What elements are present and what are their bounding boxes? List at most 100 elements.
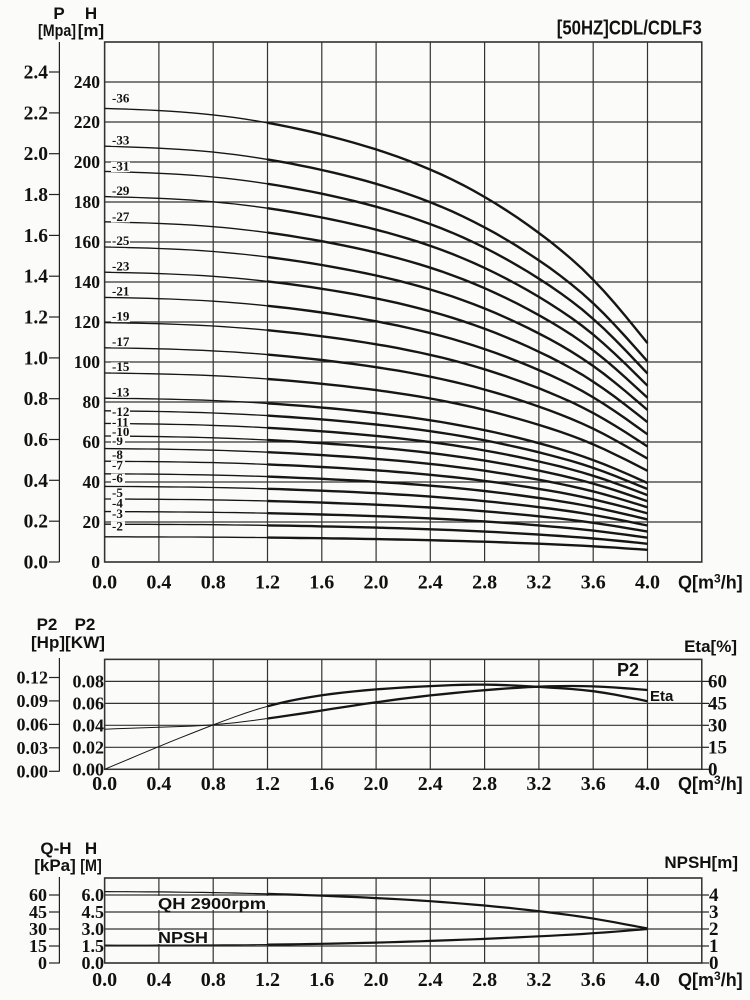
- svg-text:0.0: 0.0: [92, 572, 117, 594]
- svg-text:-5: -5: [112, 485, 123, 500]
- svg-text:1.0: 1.0: [24, 348, 48, 369]
- svg-text:3.6: 3.6: [581, 773, 606, 795]
- svg-text:40: 40: [83, 472, 101, 492]
- svg-text:3.6: 3.6: [581, 572, 606, 594]
- svg-text:0.8: 0.8: [201, 572, 226, 594]
- svg-text:-23: -23: [112, 258, 130, 273]
- svg-text:30: 30: [29, 919, 47, 939]
- svg-text:0.0: 0.0: [24, 553, 48, 574]
- svg-text:45: 45: [29, 902, 47, 922]
- svg-text:-17: -17: [112, 334, 130, 349]
- svg-text:-19: -19: [112, 309, 130, 324]
- svg-text:240: 240: [74, 72, 101, 92]
- svg-text:[kPa]: [kPa]: [34, 856, 76, 875]
- svg-text:0.02: 0.02: [73, 737, 105, 757]
- svg-text:0.0: 0.0: [92, 773, 117, 795]
- svg-text:2.0: 2.0: [364, 572, 389, 594]
- svg-text:0.4: 0.4: [24, 471, 49, 492]
- svg-text:-36: -36: [112, 91, 130, 106]
- svg-text:2.8: 2.8: [472, 572, 497, 594]
- svg-text:0: 0: [708, 759, 718, 780]
- svg-text:-7: -7: [112, 458, 123, 473]
- svg-text:45: 45: [708, 693, 727, 714]
- svg-text:0.8: 0.8: [201, 773, 226, 795]
- svg-text:0.03: 0.03: [17, 738, 49, 758]
- svg-text:[M]: [M]: [80, 856, 102, 875]
- svg-text:2.4: 2.4: [418, 773, 443, 795]
- svg-text:0.4: 0.4: [146, 773, 171, 795]
- svg-text:60: 60: [83, 432, 101, 452]
- svg-text:15: 15: [29, 936, 47, 956]
- svg-text:15: 15: [708, 737, 727, 758]
- svg-text:4.5: 4.5: [82, 902, 105, 922]
- svg-text:-8: -8: [112, 447, 123, 462]
- svg-text:1.5: 1.5: [82, 936, 105, 956]
- svg-text:-33: -33: [112, 132, 130, 147]
- svg-text:3.0: 3.0: [82, 919, 105, 939]
- svg-text:-3: -3: [112, 506, 123, 521]
- svg-text:1.6: 1.6: [24, 226, 49, 247]
- svg-text:-25: -25: [112, 233, 130, 248]
- svg-text:0.4: 0.4: [146, 572, 171, 594]
- svg-text:0: 0: [38, 953, 47, 973]
- svg-text:Q[m3/h]: Q[m3/h]: [678, 969, 743, 990]
- svg-text:30: 30: [708, 715, 727, 736]
- svg-text:-4: -4: [112, 495, 123, 510]
- svg-text:220: 220: [74, 112, 101, 132]
- svg-text:0.09: 0.09: [17, 691, 49, 711]
- svg-text:-15: -15: [112, 359, 130, 374]
- svg-text:2.4: 2.4: [418, 969, 443, 991]
- svg-text:3.2: 3.2: [526, 969, 551, 991]
- svg-text:P2: P2: [617, 660, 639, 680]
- svg-text:3: 3: [709, 902, 719, 923]
- svg-text:4.0: 4.0: [635, 969, 660, 991]
- svg-text:60: 60: [29, 885, 47, 905]
- svg-text:0.0: 0.0: [82, 953, 105, 973]
- svg-text:Q-H: Q-H: [40, 839, 71, 858]
- svg-text:[Mpa]: [Mpa]: [38, 21, 76, 40]
- svg-text:120: 120: [74, 312, 101, 332]
- svg-text:-21: -21: [112, 284, 129, 299]
- svg-text:4.0: 4.0: [635, 572, 660, 594]
- svg-text:-31: -31: [112, 159, 129, 174]
- svg-text:-6: -6: [112, 470, 123, 485]
- svg-text:P2: P2: [37, 615, 58, 634]
- svg-text:2.0: 2.0: [364, 969, 389, 991]
- svg-text:Eta: Eta: [650, 688, 674, 705]
- svg-text:Q[m3/h]: Q[m3/h]: [678, 572, 743, 593]
- svg-text:P: P: [53, 4, 64, 23]
- svg-text:1.2: 1.2: [255, 773, 280, 795]
- svg-text:[50HZ]CDL/CDLF3: [50HZ]CDL/CDLF3: [557, 18, 702, 40]
- svg-text:0.6: 0.6: [24, 430, 49, 451]
- svg-text:0.08: 0.08: [73, 671, 105, 691]
- svg-text:-13: -13: [112, 384, 130, 399]
- svg-text:1.2: 1.2: [255, 572, 280, 594]
- svg-text:1.2: 1.2: [24, 308, 48, 329]
- svg-text:80: 80: [83, 392, 101, 412]
- svg-text:0: 0: [709, 953, 719, 974]
- svg-text:0.12: 0.12: [17, 668, 49, 688]
- svg-text:1.6: 1.6: [309, 572, 334, 594]
- svg-text:140: 140: [74, 272, 101, 292]
- svg-text:2.0: 2.0: [364, 773, 389, 795]
- svg-text:2: 2: [709, 919, 719, 940]
- svg-text:Q[m3/h]: Q[m3/h]: [678, 773, 743, 794]
- svg-text:Eta[%]: Eta[%]: [684, 637, 737, 656]
- svg-text:20: 20: [83, 512, 101, 532]
- svg-text:0.0: 0.0: [92, 969, 117, 991]
- svg-text:1.2: 1.2: [255, 969, 280, 991]
- svg-text:4.0: 4.0: [635, 773, 660, 795]
- svg-text:4: 4: [709, 885, 719, 906]
- svg-text:0.00: 0.00: [17, 761, 49, 781]
- svg-text:NPSH: NPSH: [158, 930, 208, 947]
- svg-text:2.4: 2.4: [24, 63, 49, 84]
- svg-text:1.6: 1.6: [309, 773, 334, 795]
- svg-text:100: 100: [74, 352, 101, 372]
- svg-text:-2: -2: [112, 518, 123, 533]
- svg-text:0.2: 0.2: [24, 512, 48, 533]
- svg-text:6.0: 6.0: [82, 885, 105, 905]
- svg-text:[KW]: [KW]: [65, 633, 105, 652]
- svg-text:0.06: 0.06: [17, 714, 49, 734]
- svg-text:H: H: [85, 4, 97, 23]
- svg-text:0.06: 0.06: [73, 693, 105, 713]
